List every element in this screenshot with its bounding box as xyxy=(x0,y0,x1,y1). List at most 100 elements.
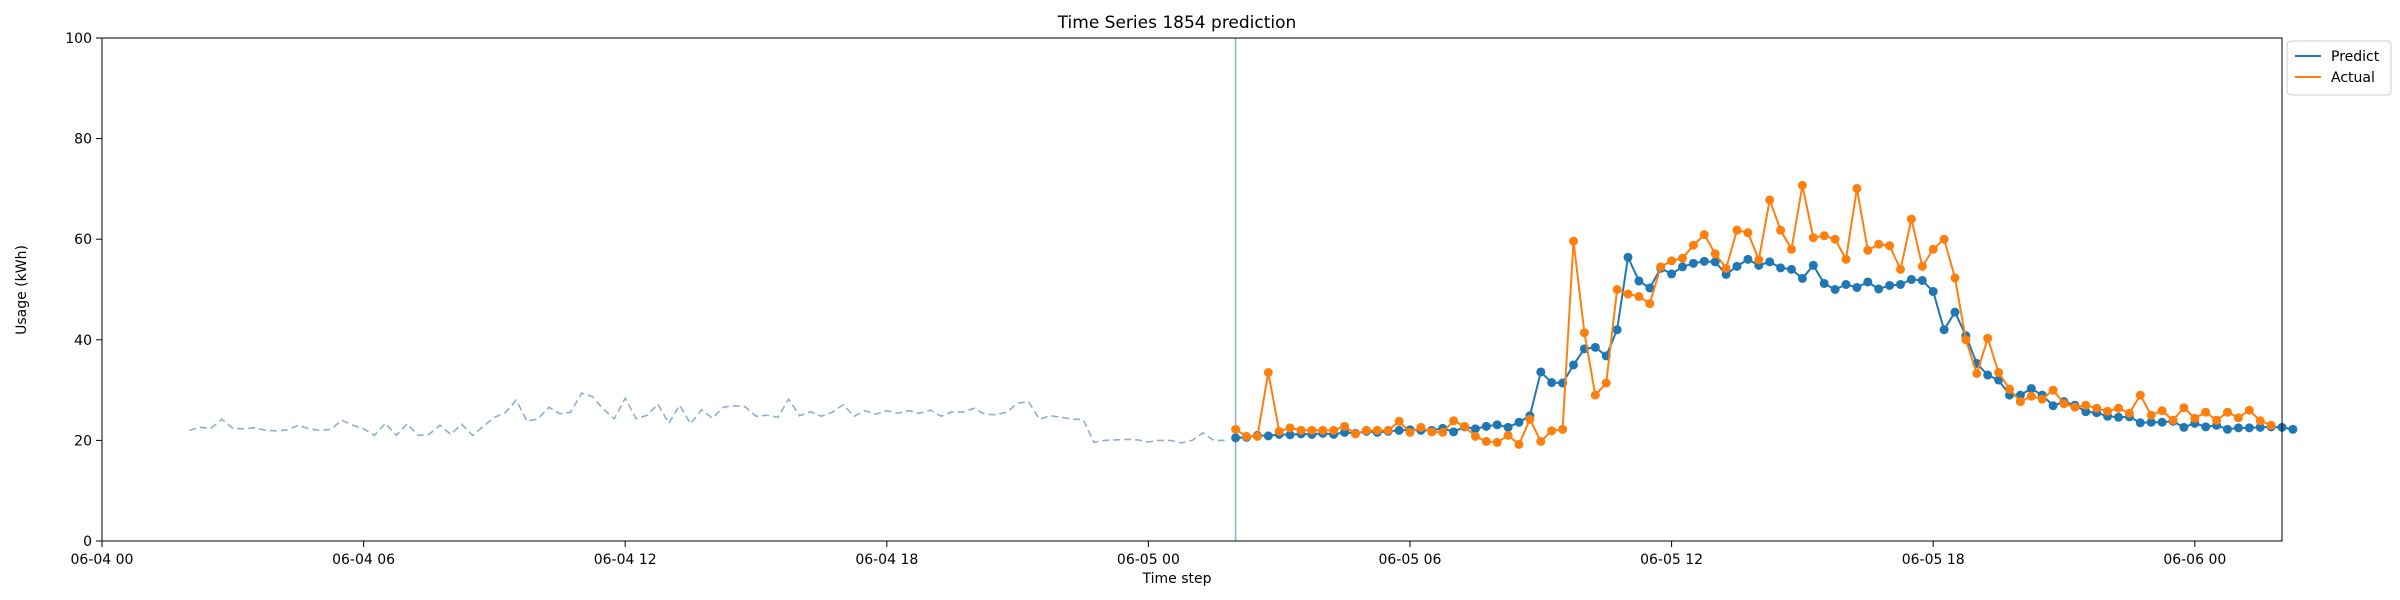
x-tick-label: 06-05 18 xyxy=(1902,552,1965,568)
data-point-actual xyxy=(1263,368,1273,377)
data-point-actual xyxy=(1917,261,1927,271)
data-point-actual xyxy=(1645,299,1655,309)
plot-frame xyxy=(101,37,2283,542)
data-point-predict xyxy=(1394,425,1404,435)
data-point-predict xyxy=(1906,274,1916,284)
data-point-predict xyxy=(1917,275,1927,285)
data-point-predict xyxy=(1503,422,1513,432)
data-point-predict xyxy=(1808,260,1818,270)
data-point-actual xyxy=(1972,369,1982,378)
data-point-actual xyxy=(1274,426,1284,436)
data-point-predict xyxy=(1667,269,1677,279)
y-tick-label: 0 xyxy=(83,534,92,550)
data-point-actual xyxy=(1590,390,1600,400)
x-tick-label: 06-05 06 xyxy=(1379,552,1442,568)
data-point-actual xyxy=(1906,214,1916,224)
data-point-actual xyxy=(1808,233,1818,243)
data-point-actual xyxy=(1470,431,1480,441)
data-point-actual xyxy=(2168,415,2178,425)
data-point-actual xyxy=(1612,285,1622,294)
data-point-actual xyxy=(2146,410,2156,420)
data-point-predict xyxy=(1983,370,1993,380)
data-point-predict xyxy=(1765,257,1775,267)
data-point-actual xyxy=(1525,414,1535,424)
data-point-predict xyxy=(1231,433,1241,443)
data-point-actual xyxy=(2212,415,2222,425)
y-tick-label: 20 xyxy=(74,433,92,449)
data-point-actual xyxy=(1863,245,1873,255)
data-point-actual xyxy=(1667,256,1677,266)
data-point-predict xyxy=(1263,431,1273,441)
data-point-actual xyxy=(2005,384,2014,394)
data-point-actual xyxy=(1285,423,1295,433)
data-point-actual xyxy=(1536,436,1546,446)
data-point-predict xyxy=(1928,287,1938,297)
data-point-predict xyxy=(1470,424,1480,434)
data-point-predict xyxy=(1285,430,1295,440)
data-point-actual xyxy=(1885,241,1895,251)
data-point-actual xyxy=(1983,333,1993,343)
data-point-actual xyxy=(2135,390,2145,400)
data-point-actual xyxy=(2124,408,2134,418)
data-point-actual xyxy=(1569,236,1578,246)
data-point-actual xyxy=(1296,425,1306,435)
data-point-actual xyxy=(2059,399,2069,409)
y-tick-label: 40 xyxy=(74,333,92,349)
data-point-predict xyxy=(1830,285,1840,294)
x-tick-label: 06-04 18 xyxy=(855,552,918,568)
x-tick-label: 06-04 06 xyxy=(332,552,395,568)
plot-area: 0 20 40 60 80 100 06-04 00 06-04 06 06-04 12 06-0… xyxy=(65,31,2298,568)
data-point-actual xyxy=(1405,427,1415,437)
data-point-predict xyxy=(2255,422,2265,432)
data-point-actual xyxy=(2201,407,2211,417)
data-point-actual xyxy=(2015,397,2025,407)
data-point-actual xyxy=(1819,231,1829,241)
data-point-predict xyxy=(1699,256,1709,266)
data-point-predict xyxy=(2223,424,2232,434)
data-point-actual xyxy=(1547,426,1557,436)
data-point-actual xyxy=(2070,402,2080,412)
data-point-predict xyxy=(1874,284,1884,294)
data-point-actual xyxy=(1961,335,1971,345)
data-point-actual xyxy=(2026,391,2036,401)
data-point-actual xyxy=(2103,406,2113,416)
data-point-predict xyxy=(2233,423,2243,433)
legend-label-predict: Predict xyxy=(2331,49,2380,65)
data-point-actual xyxy=(1351,429,1360,439)
data-point-actual xyxy=(1449,416,1459,426)
data-point-predict xyxy=(2015,390,2025,400)
data-point-actual xyxy=(1787,244,1796,254)
data-point-predict xyxy=(1819,278,1829,288)
data-point-actual xyxy=(2179,403,2189,413)
data-point-actual xyxy=(1231,424,1241,434)
y-axis-title: Usage (kWh) xyxy=(14,245,30,335)
data-point-actual xyxy=(1732,225,1742,235)
data-point-predict xyxy=(2179,422,2189,432)
data-point-actual xyxy=(1634,292,1644,302)
data-point-actual xyxy=(1656,262,1666,272)
y-tick-label: 60 xyxy=(74,232,92,248)
data-point-actual xyxy=(1623,289,1633,299)
data-point-actual xyxy=(1329,425,1339,435)
data-point-predict xyxy=(1481,421,1491,431)
data-point-actual xyxy=(2092,403,2102,413)
data-point-actual xyxy=(1754,255,1764,265)
data-point-actual xyxy=(1950,273,1960,283)
data-point-actual xyxy=(1481,436,1491,446)
data-point-actual xyxy=(1361,425,1371,435)
y-tick-label: 80 xyxy=(74,132,92,148)
data-point-actual xyxy=(1939,234,1949,244)
data-point-predict xyxy=(1536,367,1546,377)
data-point-predict xyxy=(1612,325,1622,335)
data-point-predict xyxy=(2244,423,2254,433)
data-point-actual xyxy=(1688,240,1698,250)
data-point-predict xyxy=(2146,417,2156,427)
data-point-actual xyxy=(1678,253,1687,263)
data-point-actual xyxy=(2244,405,2254,415)
data-point-actual xyxy=(1438,427,1448,437)
data-point-actual xyxy=(1841,254,1851,264)
data-point-actual xyxy=(1307,425,1317,435)
x-axis-title: Time step xyxy=(1142,571,1212,587)
data-point-predict xyxy=(1950,307,1960,317)
